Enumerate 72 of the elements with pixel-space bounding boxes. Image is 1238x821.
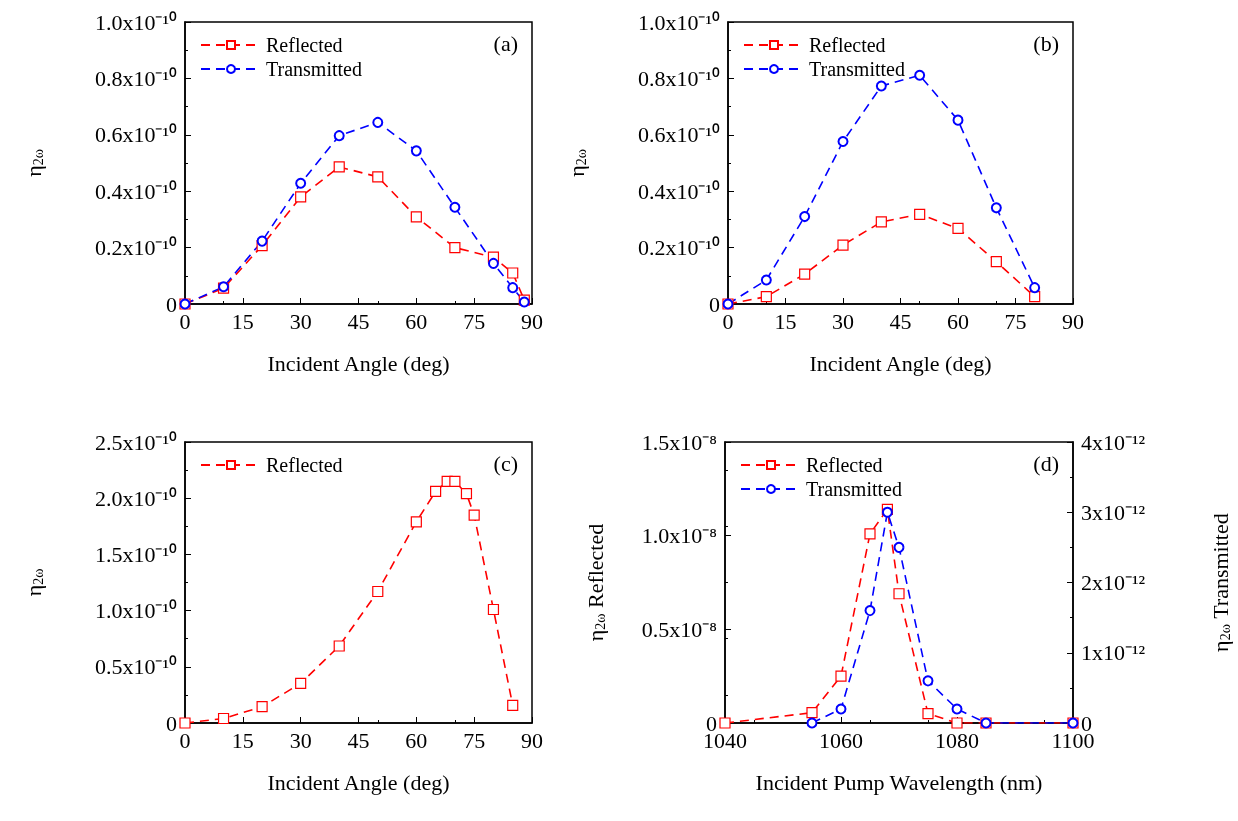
x-tick-label: 15 bbox=[774, 308, 797, 334]
y-tick-label: 0.5x10⁻¹⁰ bbox=[94, 654, 177, 680]
y2-tick-label: 2x10⁻¹² bbox=[1081, 570, 1146, 595]
legend-label: Reflected bbox=[266, 34, 343, 56]
x-tick-label: 60 bbox=[405, 727, 428, 753]
x-tick-label: 90 bbox=[1062, 308, 1084, 334]
y-tick-label: 0 bbox=[166, 710, 177, 736]
y-tick-label: 1.0x10⁻⁸ bbox=[641, 523, 717, 549]
legend-label: Transmitted bbox=[266, 58, 362, 80]
x-tick-label: 45 bbox=[347, 308, 370, 334]
x-axis-title: Incident Angle (deg) bbox=[267, 769, 450, 795]
y-tick-label: 2.0x10⁻¹⁰ bbox=[94, 485, 177, 511]
x-tick-label: 75 bbox=[463, 727, 486, 753]
y-tick-label: 0 bbox=[166, 291, 177, 317]
y-tick-label: 1.0x10⁻¹⁰ bbox=[94, 9, 177, 35]
y-tick-label: 0.8x10⁻¹⁰ bbox=[637, 65, 720, 91]
legend-label: Reflected bbox=[806, 454, 883, 476]
y2-axis-title: η2ω Transmitted bbox=[1207, 513, 1233, 652]
x-tick-label: 1060 bbox=[819, 727, 863, 753]
x-tick-label: 15 bbox=[231, 727, 254, 753]
point bbox=[864, 528, 876, 540]
legend-label: Transmitted bbox=[806, 478, 902, 500]
x-tick-label: 90 bbox=[521, 308, 543, 334]
y-tick-label: 1.5x10⁻¹⁰ bbox=[94, 541, 177, 567]
y-tick-label: 0 bbox=[709, 291, 720, 317]
x-tick-label: 30 bbox=[289, 308, 312, 334]
y-tick-label: 0.6x10⁻¹⁰ bbox=[637, 122, 720, 148]
x-tick-label: 45 bbox=[889, 308, 912, 334]
legend-label: Reflected bbox=[266, 454, 343, 476]
x-tick-label: 15 bbox=[231, 308, 254, 334]
annotation: (b) bbox=[1033, 30, 1059, 56]
y-axis-title: η2ω bbox=[20, 568, 46, 597]
y-tick-label: 0.2x10⁻¹⁰ bbox=[94, 235, 177, 261]
y2-tick-label: 4x10⁻¹² bbox=[1081, 429, 1146, 455]
x-tick-label: 30 bbox=[289, 727, 312, 753]
point bbox=[951, 717, 963, 729]
y-tick-label: 0.8x10⁻¹⁰ bbox=[94, 65, 177, 91]
x-tick-label: 90 bbox=[521, 727, 543, 753]
y-tick-label: 0.4x10⁻¹⁰ bbox=[637, 178, 720, 204]
y-tick-label: 0.4x10⁻¹⁰ bbox=[94, 178, 177, 204]
x-axis-title: Incident Angle (deg) bbox=[809, 350, 992, 376]
x-tick-label: 30 bbox=[832, 308, 854, 334]
legend-label: Transmitted bbox=[809, 58, 905, 80]
x-axis-title: Incident Pump Wavelength (nm) bbox=[755, 769, 1043, 795]
point bbox=[835, 670, 847, 682]
annotation: (c) bbox=[493, 450, 518, 476]
y-tick-label: 0.5x10⁻⁸ bbox=[641, 616, 717, 642]
point bbox=[922, 708, 934, 720]
x-tick-label: 60 bbox=[405, 308, 428, 334]
y-tick-label: 0.6x10⁻¹⁰ bbox=[94, 122, 177, 148]
point bbox=[719, 717, 731, 729]
y-axis-title: η2ω bbox=[563, 149, 589, 177]
x-tick-label: 75 bbox=[1004, 308, 1027, 334]
y-tick-label: 1.5x10⁻⁸ bbox=[641, 429, 717, 455]
y-tick-label: 0.2x10⁻¹⁰ bbox=[637, 235, 720, 261]
x-tick-label: 45 bbox=[347, 727, 370, 753]
point bbox=[893, 588, 905, 600]
x-tick-label: 75 bbox=[463, 308, 486, 334]
annotation: (d) bbox=[1033, 450, 1059, 476]
x-tick-label: 60 bbox=[947, 308, 969, 334]
y-axis-title: η2ω Reflected bbox=[582, 523, 608, 642]
y-tick-label: 1.0x10⁻¹⁰ bbox=[637, 9, 720, 35]
y2-tick-label: 1x10⁻¹² bbox=[1081, 640, 1146, 666]
y-axis-title: η2ω bbox=[20, 149, 46, 177]
y-tick-label: 2.5x10⁻¹⁰ bbox=[94, 429, 177, 455]
x-tick-label: 1080 bbox=[935, 727, 979, 753]
y-tick-label: 1.0x10⁻¹⁰ bbox=[94, 598, 177, 624]
y2-tick-label: 3x10⁻¹² bbox=[1081, 499, 1146, 525]
x-axis-title: Incident Angle (deg) bbox=[267, 350, 450, 376]
point bbox=[806, 707, 818, 719]
legend-label: Reflected bbox=[809, 34, 886, 56]
annotation: (a) bbox=[493, 30, 518, 56]
